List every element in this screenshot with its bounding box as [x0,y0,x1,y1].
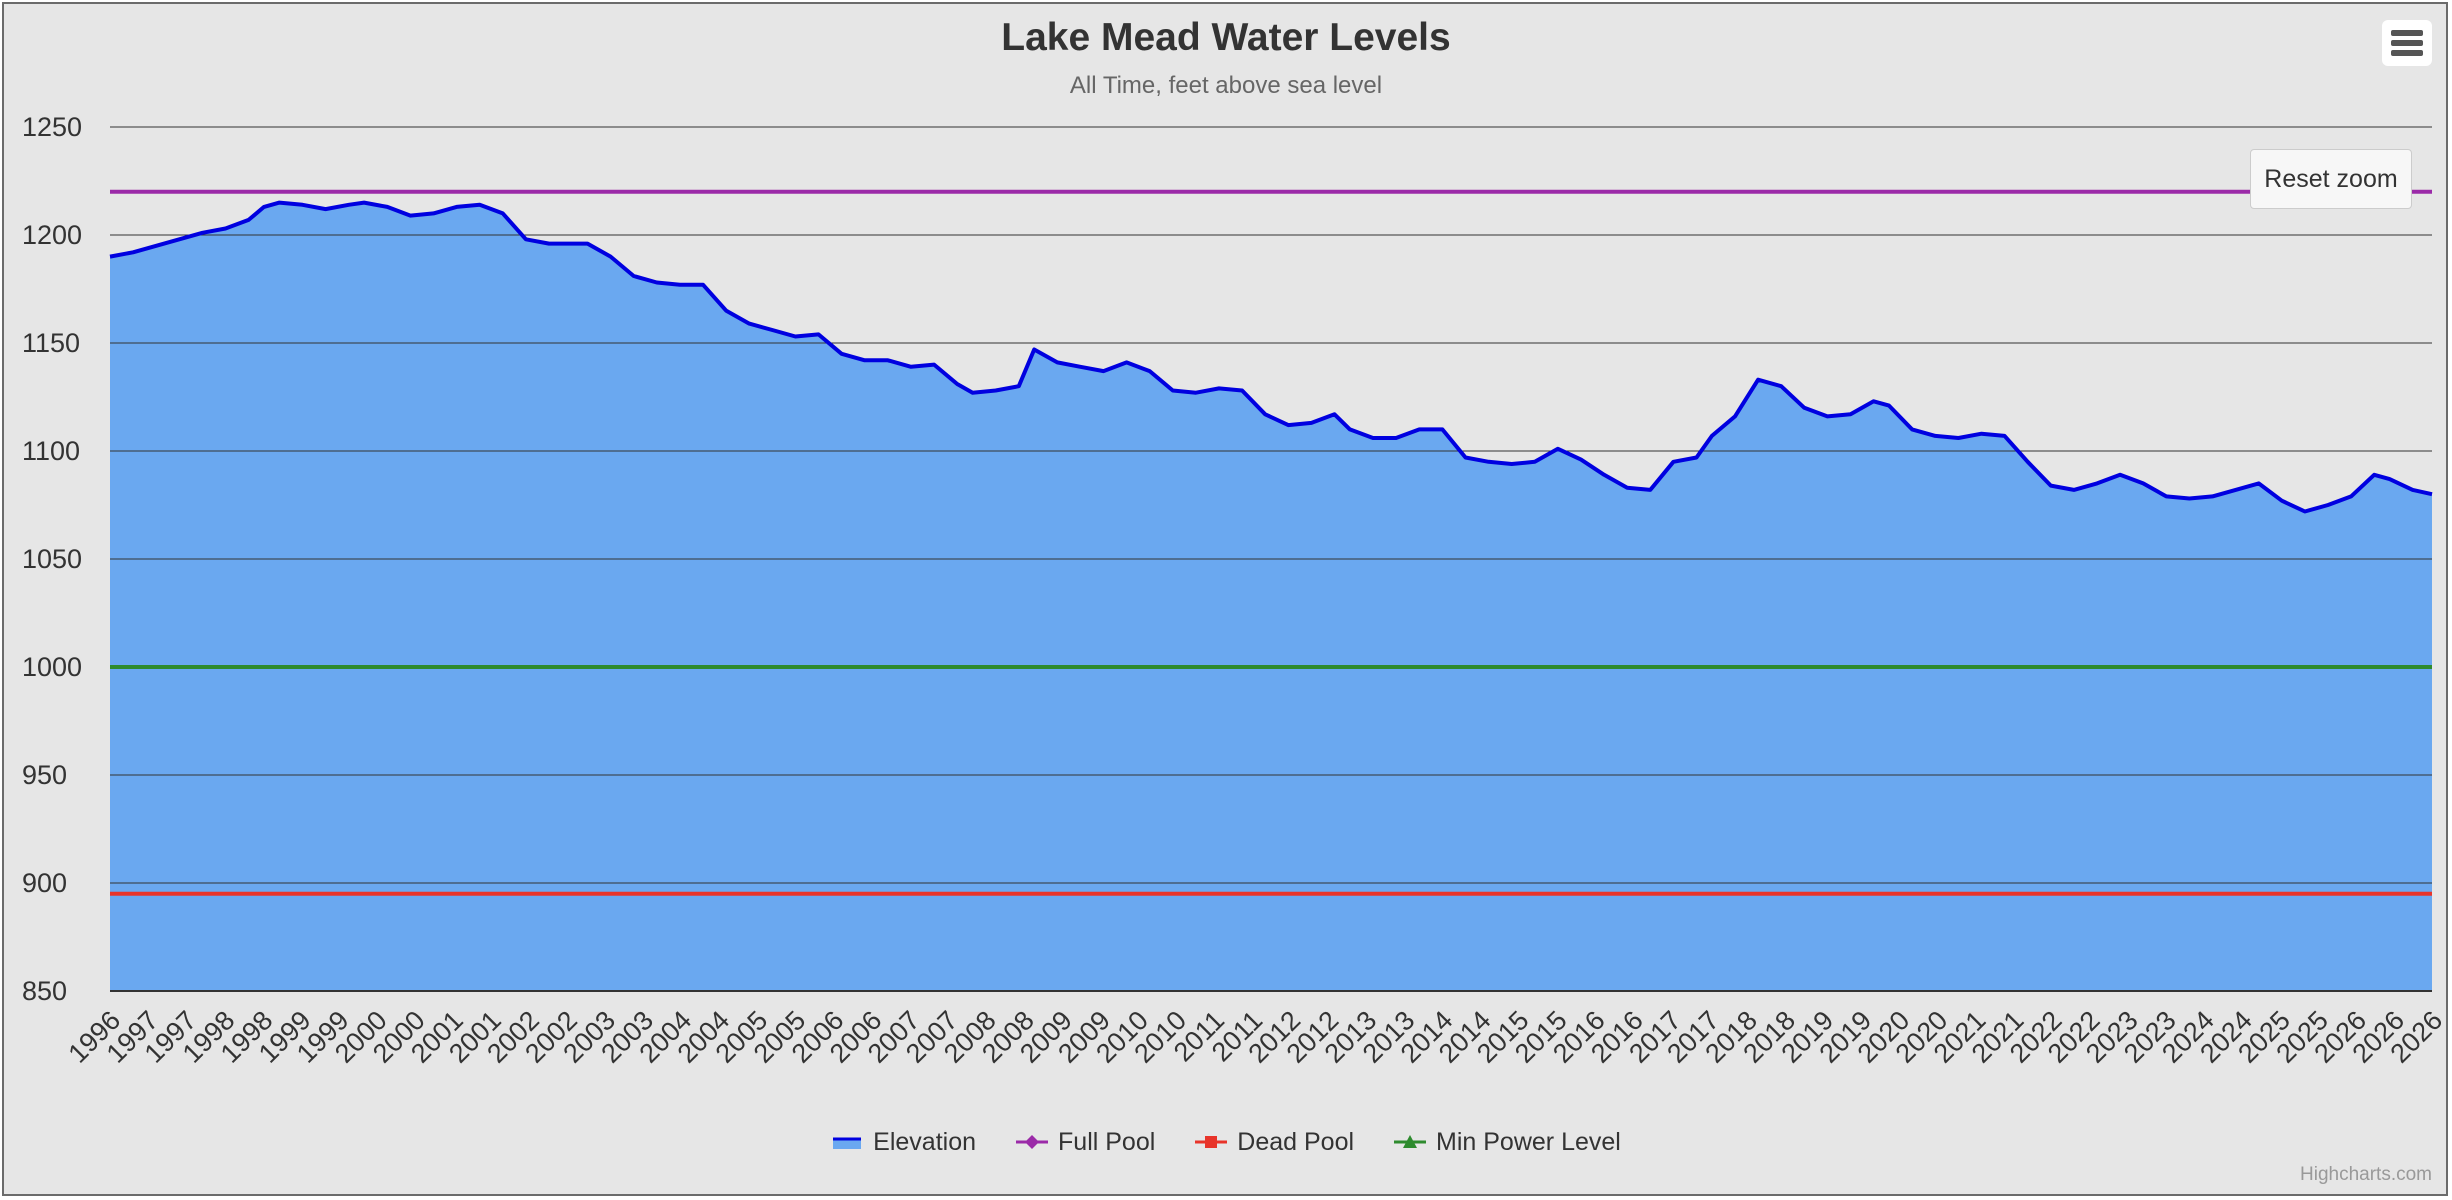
reset-zoom-button[interactable]: Reset zoom [2250,149,2412,209]
square-marker-icon [1195,1136,1228,1148]
legend-label: Full Pool [1058,1127,1156,1156]
legend-item-min-power-level[interactable]: Min Power Level [1394,1128,1621,1157]
area-swatch-icon [833,1137,862,1149]
menu-icon[interactable] [2382,20,2432,66]
legend-label: Elevation [873,1127,977,1156]
chart-subtitle: All Time, feet above sea level [1069,72,1383,99]
legend-label: Dead Pool [1237,1127,1355,1156]
menu-bar [2391,40,2423,46]
chart-title: Lake Mead Water Levels [1001,16,1451,59]
y-tick-label: 900 [22,868,67,898]
legend: Elevation Full Pool Dead Pool Min Power … [0,1124,2452,1160]
y-tick-label: 1050 [22,544,82,574]
legend-item-elevation[interactable]: Elevation [831,1128,976,1157]
elevation-area [110,202,2432,992]
triangle-marker-icon [1394,1135,1427,1148]
legend-item-dead-pool[interactable]: Dead Pool [1195,1128,1354,1157]
legend-item-full-pool[interactable]: Full Pool [1016,1128,1155,1157]
menu-bar [2391,50,2423,56]
elevation-line [109,200,2433,514]
menu-bar [2391,30,2423,36]
legend-label: Min Power Level [1436,1127,1621,1156]
y-tick-label: 1250 [22,112,82,142]
y-tick-label: 850 [22,976,67,1006]
y-tick-label: 1100 [22,436,80,466]
y-tick-label: 1200 [22,220,82,250]
y-tick-label: 950 [22,760,67,790]
diamond-marker-icon [1016,1135,1049,1149]
credits-link[interactable]: Highcharts.com [2300,1164,2432,1185]
y-tick-label: 1000 [22,652,82,682]
y-tick-label: 1150 [22,328,80,358]
